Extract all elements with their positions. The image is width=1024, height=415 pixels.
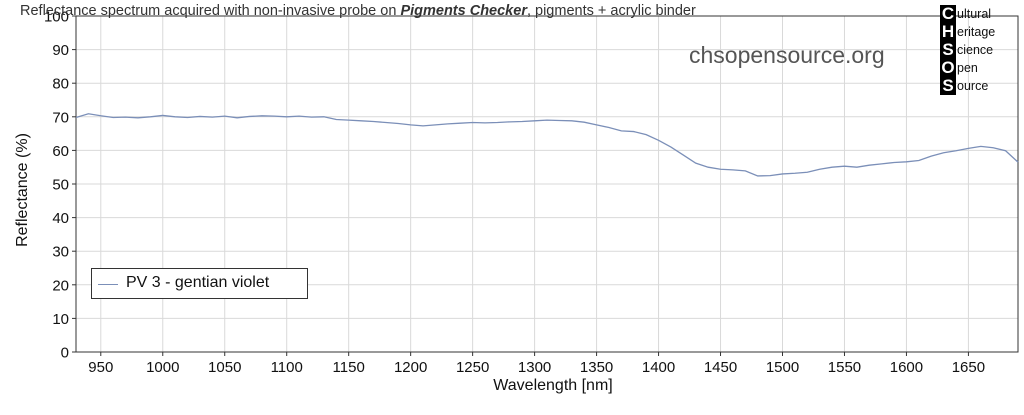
x-tick-label: 1350 bbox=[580, 359, 613, 376]
x-tick-label: 1050 bbox=[208, 359, 241, 376]
x-tick-label: 1100 bbox=[271, 359, 303, 376]
y-tick-label: 80 bbox=[52, 76, 69, 93]
logo-word: ultural bbox=[957, 7, 992, 21]
title-bold: Pigments Checker bbox=[400, 3, 527, 19]
y-tick-label: 10 bbox=[52, 311, 69, 328]
x-tick-label: 1250 bbox=[456, 359, 489, 376]
legend-label: PV 3 - gentian violet bbox=[126, 274, 270, 291]
x-tick-label: 1550 bbox=[828, 359, 861, 376]
x-tick-label: 1450 bbox=[704, 359, 737, 376]
logo-letter: O bbox=[940, 58, 956, 77]
y-tick-label: 20 bbox=[52, 277, 69, 294]
x-tick-label: 950 bbox=[88, 359, 113, 376]
x-tick-label: 1500 bbox=[766, 359, 799, 376]
x-tick-label: 1400 bbox=[642, 359, 675, 376]
y-tick-label: 50 bbox=[52, 177, 69, 194]
y-tick-label: 30 bbox=[52, 244, 69, 261]
x-axis-ticks: 950 1000 1050 1100 1150 1200 1250 1300 1350 1400 1… bbox=[88, 352, 985, 376]
logo-word: cience bbox=[957, 43, 994, 57]
logo-word: ource bbox=[957, 79, 989, 93]
y-axis-ticks: 0 10 20 30 40 50 60 70 80 90 100 bbox=[44, 9, 76, 362]
y-tick-label: 40 bbox=[52, 210, 69, 227]
logo-letter: C bbox=[940, 4, 956, 23]
y-axis-label: Reflectance (%) bbox=[14, 133, 31, 247]
x-tick-label: 1150 bbox=[333, 359, 365, 376]
series-line-pv3 bbox=[75, 113, 1019, 177]
y-tick-label: 90 bbox=[52, 42, 69, 59]
logo-word: eritage bbox=[957, 25, 996, 39]
x-tick-label: 1300 bbox=[518, 359, 551, 376]
x-tick-label: 1000 bbox=[146, 359, 179, 376]
y-tick-label: 100 bbox=[44, 9, 69, 26]
y-tick-label: 0 bbox=[61, 345, 69, 362]
x-tick-label: 1650 bbox=[952, 359, 985, 376]
plot-frame bbox=[75, 15, 1019, 353]
x-tick-label: 1200 bbox=[394, 359, 427, 376]
title-prefix: Reflectance spectrum acquired with non-i… bbox=[20, 3, 401, 19]
logo-letter: H bbox=[940, 22, 956, 41]
legend-swatch bbox=[98, 284, 118, 285]
x-tick-label: 1600 bbox=[890, 359, 923, 376]
y-tick-label: 60 bbox=[52, 143, 69, 160]
logo-letter: S bbox=[940, 41, 956, 59]
title-suffix: , pigments + acrylic binder bbox=[526, 3, 696, 19]
watermark: chsopensource.org bbox=[689, 42, 885, 68]
chart-title: Reflectance spectrum acquired with non-i… bbox=[20, 3, 696, 19]
y-tick-label: 70 bbox=[52, 109, 69, 126]
x-axis-label: Wavelength [nm] bbox=[493, 377, 612, 394]
logo-word: pen bbox=[957, 61, 978, 75]
legend: PV 3 - gentian violet bbox=[91, 268, 308, 299]
logo-letter: S bbox=[940, 77, 956, 95]
